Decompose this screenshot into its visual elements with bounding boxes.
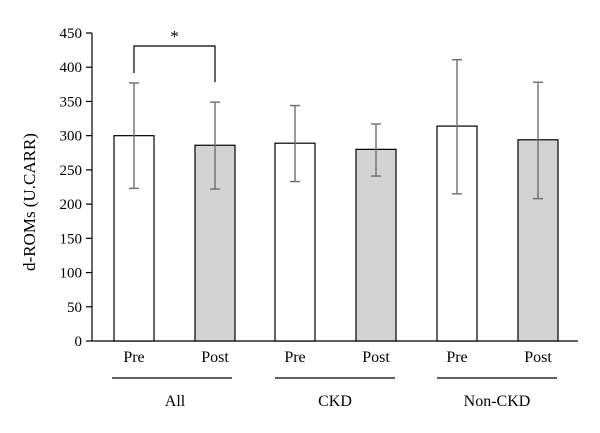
y-tick-label: 300 [60, 129, 83, 145]
y-tick-label: 400 [60, 60, 83, 76]
error-bars [129, 58, 543, 200]
group-label: Non-CKD [464, 393, 531, 410]
significance-bracket [133, 45, 216, 83]
group-label: All [165, 393, 186, 410]
y-tick-label: 150 [60, 231, 83, 247]
y-tick-label: 50 [67, 300, 82, 316]
y-tick-label: 0 [75, 334, 83, 350]
x-axis-labels: Pre Post All Pre Post CKD Pre Post Non-CKD [112, 349, 557, 410]
y-tick-label: 450 [60, 26, 83, 42]
bar-ckd-post [355, 148, 397, 342]
x-tick-label: Pre [123, 349, 144, 366]
y-axis-title: d-ROMs (U.CARR) [20, 133, 39, 271]
y-tick-label: 200 [60, 197, 83, 213]
y-tick-label: 250 [60, 163, 83, 179]
significance-star: * [170, 27, 179, 46]
y-axis: 0 50 100 150 200 250 300 350 400 450 [60, 26, 578, 350]
x-tick-label: Pre [284, 349, 305, 366]
x-tick-label: Post [524, 349, 552, 366]
group-label: CKD [318, 393, 352, 410]
annotations: * [133, 27, 216, 83]
y-tick-label: 350 [60, 94, 83, 110]
bars [113, 125, 559, 342]
x-tick-label: Pre [446, 349, 467, 366]
x-tick-label: Post [362, 349, 390, 366]
x-tick-label: Post [201, 349, 229, 366]
y-tick-label: 100 [60, 266, 83, 282]
